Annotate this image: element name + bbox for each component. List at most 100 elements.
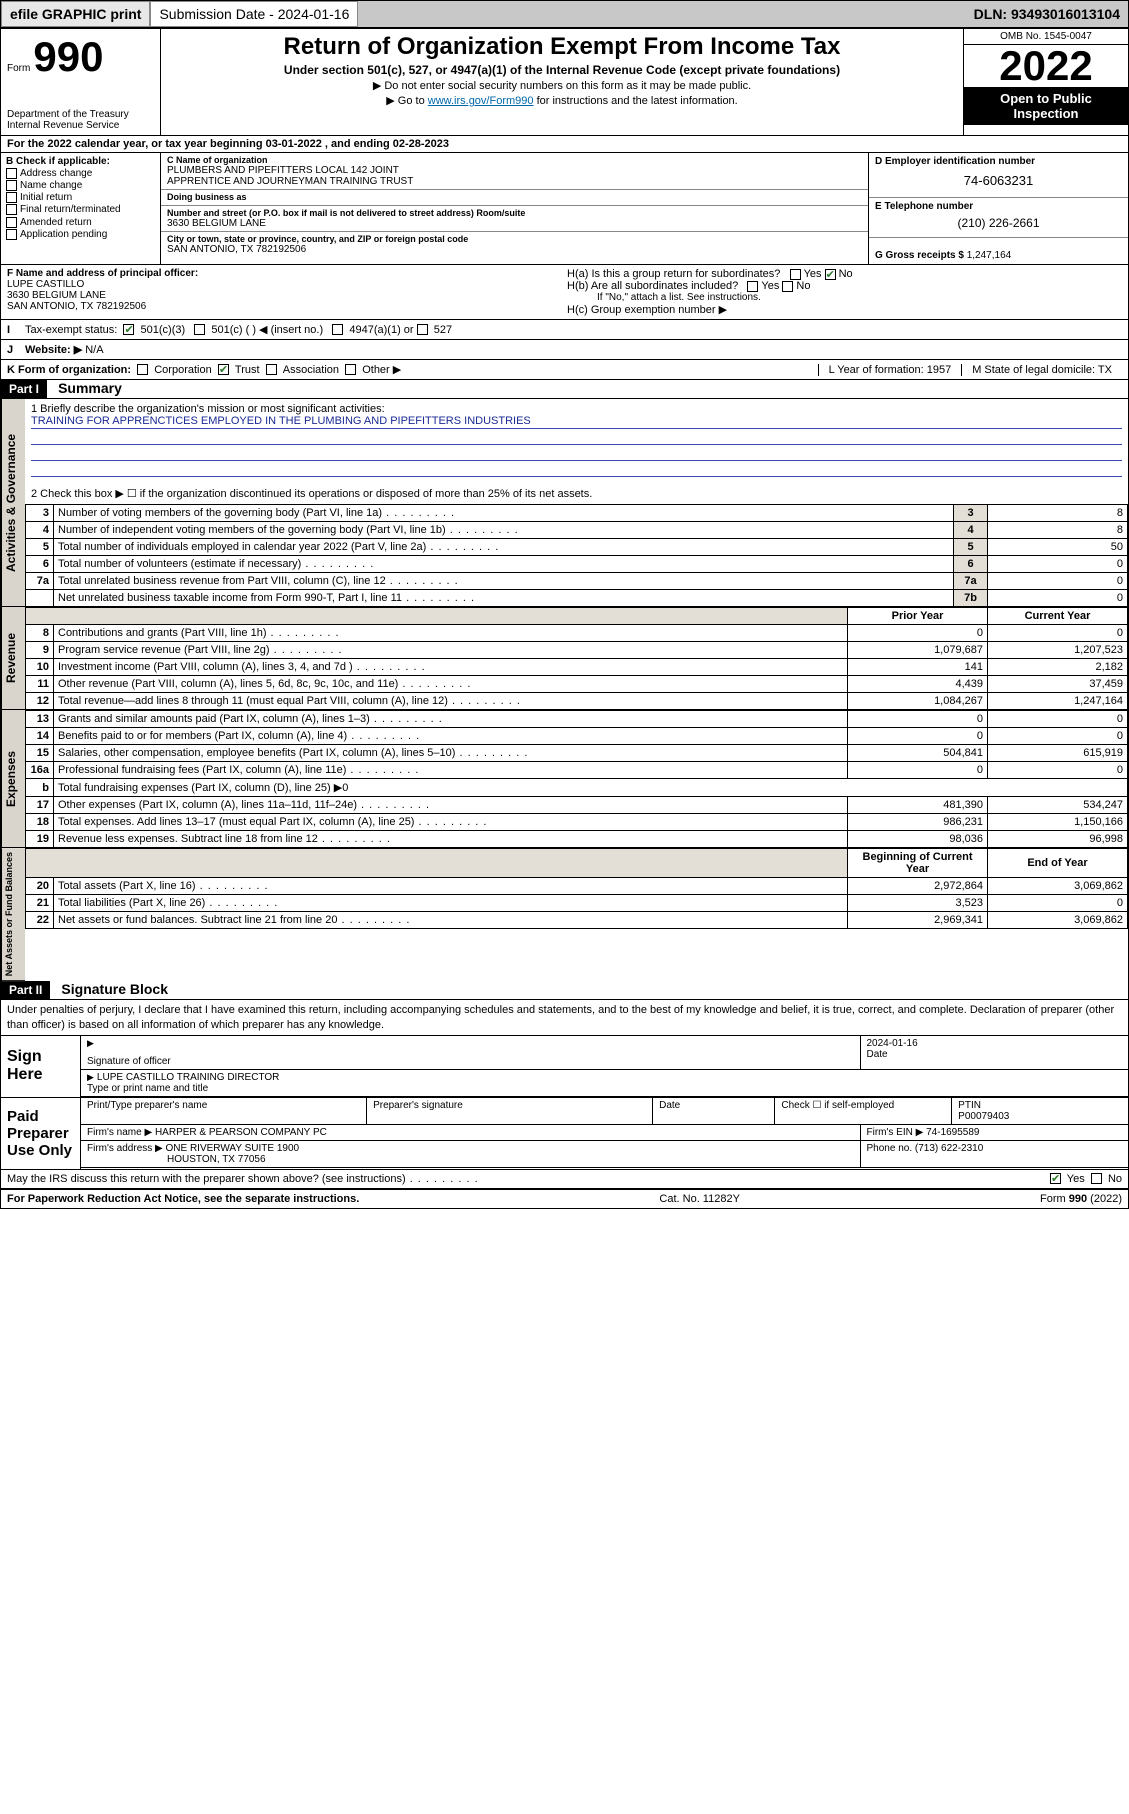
mission-blank-2: [31, 447, 1122, 461]
chk-trust[interactable]: [218, 364, 229, 375]
table-row: 20Total assets (Part X, line 16)2,972,86…: [26, 878, 1128, 895]
website-val: N/A: [85, 344, 103, 356]
discuss-yes-chk[interactable]: [1050, 1173, 1061, 1184]
table-row: 18Total expenses. Add lines 13–17 (must …: [26, 814, 1128, 831]
opt-501c: 501(c) ( ) ◀ (insert no.): [211, 323, 323, 336]
part2-header: Part II Signature Block: [1, 981, 1128, 1000]
ha-label: H(a) Is this a group return for subordin…: [567, 268, 780, 280]
mission-block: 1 Briefly describe the organization's mi…: [25, 399, 1128, 483]
tel-val: (210) 226-2661: [875, 212, 1122, 234]
firm-ein-label: Firm's EIN ▶: [867, 1127, 924, 1138]
signature-area: Under penalties of perjury, I declare th…: [1, 1000, 1128, 1189]
summary-revenue: Revenue Prior YearCurrent Year 8Contribu…: [1, 607, 1128, 710]
chk-final-return[interactable]: Final return/terminated: [6, 204, 155, 215]
chk-assoc[interactable]: [266, 364, 277, 375]
prep-check-cell: Check ☐ if self-employed: [775, 1098, 952, 1124]
firm-name-cell: Firm's name ▶ HARPER & PEARSON COMPANY P…: [81, 1125, 861, 1140]
discuss-row: May the IRS discuss this return with the…: [1, 1169, 1128, 1189]
table-row: 5Total number of individuals employed in…: [26, 539, 1128, 556]
chk-501c3[interactable]: [123, 324, 134, 335]
irs-link[interactable]: www.irs.gov/Form990: [428, 95, 534, 107]
sig-date-label: Date: [867, 1049, 1123, 1060]
summary-net: Net Assets or Fund Balances Beginning of…: [1, 848, 1128, 981]
sig-officer-cell[interactable]: Signature of officer: [81, 1036, 861, 1069]
period-row: For the 2022 calendar year, or tax year …: [1, 136, 1128, 153]
form-header: Form 990 Department of the Treasury Inte…: [1, 29, 1128, 136]
paid-label: Paid Preparer Use Only: [1, 1098, 81, 1169]
prep-check-label: Check ☐ if self-employed: [781, 1100, 894, 1111]
discuss-no: No: [1108, 1173, 1122, 1185]
mission-blank-1: [31, 431, 1122, 445]
irs-label: Internal Revenue Service: [7, 120, 154, 131]
part1-title: Summary: [50, 378, 130, 398]
gov-table: 3Number of voting members of the governi…: [25, 504, 1128, 607]
prep-date-cell: Date: [653, 1098, 775, 1124]
rowk-label: K Form of organization:: [7, 364, 131, 376]
opt-corp: Corporation: [154, 364, 211, 376]
chk-corp[interactable]: [137, 364, 148, 375]
discuss-no-chk[interactable]: [1091, 1173, 1102, 1184]
form-number: 990: [33, 33, 103, 80]
part2-title: Signature Block: [53, 979, 176, 999]
prep-name-label: Print/Type preparer's name: [87, 1100, 207, 1111]
table-row: 19Revenue less expenses. Subtract line 1…: [26, 831, 1128, 848]
officer-name: LUPE CASTILLO: [7, 279, 555, 290]
submission-date: Submission Date - 2024-01-16: [150, 1, 358, 27]
opt-other: Other ▶: [362, 363, 401, 376]
hb-row: H(b) Are all subordinates included? Yes …: [567, 280, 1122, 292]
part1-header: Part I Summary: [1, 380, 1128, 399]
sign-here-block: Sign Here Signature of officer 2024-01-1…: [1, 1035, 1128, 1097]
firm-ein-val: 74-1695589: [926, 1127, 979, 1138]
chk-app-pending[interactable]: Application pending: [6, 229, 155, 240]
rev-table: Prior YearCurrent Year 8Contributions an…: [25, 607, 1128, 710]
ha-row: H(a) Is this a group return for subordin…: [567, 268, 1122, 280]
dept-treasury: Department of the Treasury: [7, 109, 154, 120]
chk-501c[interactable]: [194, 324, 205, 335]
gross-row: G Gross receipts $ 1,247,164: [869, 238, 1128, 264]
table-row: 12Total revenue—add lines 8 through 11 (…: [26, 693, 1128, 710]
city-row: City or town, state or province, country…: [161, 232, 868, 257]
ptin-cell: PTINP00079403: [952, 1098, 1128, 1124]
row-f-h: F Name and address of principal officer:…: [1, 265, 1128, 320]
table-row: 16aProfessional fundraising fees (Part I…: [26, 762, 1128, 779]
prep-sig-cell: Preparer's signature: [367, 1098, 653, 1124]
org-name-2: APPRENTICE AND JOURNEYMAN TRAINING TRUST: [167, 176, 862, 187]
discuss-q: May the IRS discuss this return with the…: [7, 1173, 479, 1185]
dln: DLN: 93493016013104: [966, 2, 1128, 26]
firm-phone-cell: Phone no. (713) 622-2310: [861, 1141, 1129, 1167]
part2-badge: Part II: [1, 981, 50, 999]
form-container: efile GRAPHIC print Submission Date - 20…: [0, 0, 1129, 1209]
hb-no: No: [796, 280, 810, 292]
block-c: C Name of organization PLUMBERS AND PIPE…: [161, 153, 868, 264]
firm-ein-cell: Firm's EIN ▶ 74-1695589: [861, 1125, 1129, 1140]
year-cell: OMB No. 1545-0047 2022 Open to Public In…: [963, 29, 1128, 135]
hb-note: If "No," attach a list. See instructions…: [567, 292, 1122, 303]
hb-label: H(b) Are all subordinates included?: [567, 280, 738, 292]
perjury-declaration: Under penalties of perjury, I declare th…: [1, 1000, 1128, 1035]
row-i: I Tax-exempt status: 501(c)(3) 501(c) ( …: [1, 320, 1128, 340]
chk-other[interactable]: [345, 364, 356, 375]
chk-amended[interactable]: Amended return: [6, 217, 155, 228]
officer-addr1: 3630 BELGIUM LANE: [7, 290, 555, 301]
note-link-post: for instructions and the latest informat…: [534, 95, 738, 107]
firm-addr2: HOUSTON, TX 77056: [87, 1154, 854, 1165]
table-row: 22Net assets or fund balances. Subtract …: [26, 912, 1128, 929]
form-number-cell: Form 990 Department of the Treasury Inte…: [1, 29, 161, 135]
efile-print-button[interactable]: efile GRAPHIC print: [1, 1, 150, 27]
firm-addr-label: Firm's address ▶: [87, 1143, 163, 1154]
line2: 2 Check this box ▶ ☐ if the organization…: [25, 483, 1128, 504]
ha-yes: Yes: [804, 268, 822, 280]
firm-name-val: HARPER & PEARSON COMPANY PC: [155, 1127, 327, 1138]
chk-527[interactable]: [417, 324, 428, 335]
table-row: 9Program service revenue (Part VIII, lin…: [26, 642, 1128, 659]
chk-address-change[interactable]: Address change: [6, 168, 155, 179]
note-link-pre: ▶ Go to: [386, 95, 427, 107]
table-row: 14Benefits paid to or for members (Part …: [26, 728, 1128, 745]
chk-initial-return[interactable]: Initial return: [6, 192, 155, 203]
sig-date-val: 2024-01-16: [867, 1038, 1123, 1049]
chk-4947[interactable]: [332, 324, 343, 335]
table-row: 10Investment income (Part VIII, column (…: [26, 659, 1128, 676]
ein-label: D Employer identification number: [875, 156, 1122, 167]
sign-here-label: Sign Here: [1, 1036, 81, 1097]
chk-name-change[interactable]: Name change: [6, 180, 155, 191]
